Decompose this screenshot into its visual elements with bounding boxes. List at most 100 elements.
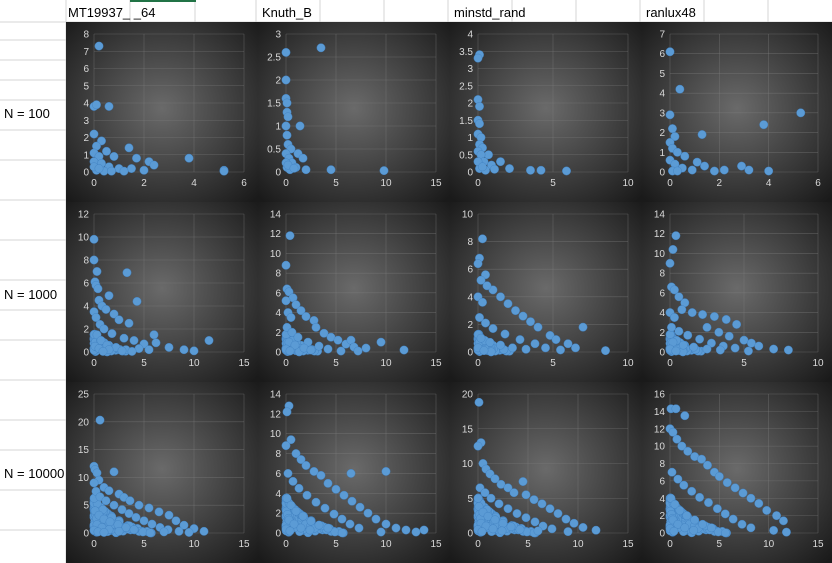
chart-n100-mt19937-64[interactable]: 0 2 4 6 0 1 2 3 4 5 6 7 8 — [66, 22, 258, 202]
scatter-point — [286, 435, 296, 445]
scatter-point — [281, 75, 291, 85]
column-header-knuth-b[interactable]: Knuth_B — [262, 5, 312, 20]
scatter-point — [481, 318, 490, 328]
scatter-point — [703, 460, 712, 470]
chart-n1000-mt19937-64[interactable]: 0 5 10 15 0 2 4 6 8 10 12 — [66, 202, 258, 382]
scatter-point — [154, 507, 164, 517]
row-label-n100[interactable]: N = 100 — [4, 106, 50, 121]
scatter-point — [281, 296, 291, 306]
x-tick-label: 10 — [622, 358, 634, 369]
scatter-point — [721, 528, 730, 538]
scatter-point — [779, 516, 788, 526]
scatter-point — [306, 516, 316, 526]
scatter-point — [682, 511, 692, 521]
chart-n10000-ranlux48[interactable]: 0 5 10 15 0 2 4 6 8 10 12 14 16 — [642, 382, 832, 563]
y-tick-label: 12 — [270, 409, 282, 420]
scatter-point — [744, 346, 753, 356]
scatter-point — [737, 161, 746, 171]
chart-n1000-knuth-b[interactable]: 0 5 10 15 0 2 4 6 8 10 12 14 — [258, 202, 450, 382]
y-tick-label: 5 — [83, 501, 89, 512]
scatter-point — [714, 327, 724, 337]
y-tick-label: 4 — [467, 30, 473, 41]
scatter-point — [744, 165, 754, 175]
row-label-n1000[interactable]: N = 1000 — [4, 287, 58, 302]
chart-svg: 0 5 10 15 0 2 4 6 8 10 12 14 16 — [642, 382, 832, 563]
column-header-ranlux48[interactable]: ranlux48 — [646, 5, 696, 20]
scatter-point — [671, 231, 681, 241]
x-tick-label: 5 — [525, 539, 531, 550]
scatter-point — [480, 488, 490, 498]
scatter-point — [697, 130, 707, 139]
x-tick-label: 0 — [91, 539, 97, 550]
scatter-point — [376, 527, 386, 537]
y-tick-label: 7 — [659, 30, 665, 41]
x-tick-label: 0 — [91, 358, 97, 369]
y-tick-label: 6 — [83, 279, 89, 290]
chart-n10000-knuth-b[interactable]: 0 5 10 15 0 2 4 6 8 10 12 14 — [258, 382, 450, 563]
chart-n100-knuth-b[interactable]: 0 5 10 15 0 0.5 1 1.5 2 2.5 3 — [258, 22, 450, 202]
row-label-n10000[interactable]: N = 10000 — [4, 466, 65, 481]
scatter-point — [500, 329, 510, 339]
scatter-point — [282, 98, 292, 108]
scatter-point — [399, 345, 409, 355]
scatter-point — [478, 234, 487, 244]
scatter-point — [496, 157, 505, 167]
y-tick-label: 3 — [83, 116, 89, 127]
column-header-minstd-rand[interactable]: minstd_rand — [454, 5, 526, 20]
column-header-mt19937-64[interactable]: MT19937_ _64 — [68, 5, 156, 20]
scatter-point — [117, 346, 127, 356]
chart-n10000-minstd-rand[interactable]: 0 5 10 15 0 5 10 15 20 — [450, 382, 642, 563]
y-tick-label: 2 — [83, 325, 89, 336]
y-tick-label: 4 — [659, 89, 665, 100]
scatter-point — [714, 472, 724, 481]
scatter-point — [497, 526, 507, 536]
scatter-point — [145, 528, 155, 538]
y-tick-label: 1.5 — [459, 116, 473, 127]
scatter-point — [721, 315, 731, 324]
y-tick-label: 3 — [659, 108, 665, 119]
scatter-point — [336, 346, 346, 356]
scatter-point — [687, 486, 697, 496]
scatter-point — [728, 514, 738, 524]
scatter-point — [690, 515, 700, 525]
scatter-point — [381, 519, 391, 529]
x-tick-label: 10 — [188, 539, 200, 550]
scatter-point — [530, 517, 540, 527]
scatter-point — [298, 153, 308, 163]
chart-n10000-mt19937-64[interactable]: 0 5 10 15 0 5 10 15 20 25 — [66, 382, 258, 563]
y-tick-label: 2 — [83, 133, 89, 144]
scatter-point — [474, 397, 484, 407]
chart-n100-minstd-rand[interactable]: 0 5 10 0 0.5 1 1.5 2 2.5 3 3.5 4 — [450, 22, 642, 202]
scatter-point — [668, 124, 677, 134]
chart-n1000-ranlux48[interactable]: 0 5 10 0 2 4 6 8 10 12 14 — [642, 202, 832, 382]
chart-n100-ranlux48[interactable]: 0 2 4 6 0 1 2 3 4 5 6 7 — [642, 22, 832, 202]
y-tick-label: 10 — [78, 473, 90, 484]
chart-n1000-minstd-rand[interactable]: 0 5 10 0 2 4 6 8 10 — [450, 202, 642, 382]
scatter-point — [291, 300, 301, 310]
scatter-point — [127, 347, 137, 356]
scatter-point — [759, 120, 769, 130]
scatter-point — [354, 523, 364, 533]
scatter-point — [724, 331, 734, 341]
scatter-point — [475, 313, 484, 322]
x-tick-label: 10 — [380, 539, 392, 550]
chart-svg: 0 5 10 15 0 5 10 15 20 — [450, 382, 642, 563]
scatter-point — [746, 493, 756, 503]
scatter-point — [674, 292, 684, 302]
x-tick-label: 10 — [380, 178, 392, 189]
x-tick-label: 0 — [667, 178, 673, 189]
scatter-point — [121, 523, 131, 532]
scatter-point — [689, 342, 699, 352]
scatter-point — [331, 484, 341, 494]
scatter-point — [503, 483, 513, 493]
scatter-point — [89, 234, 99, 244]
y-tick-label: 2 — [467, 320, 473, 331]
scatter-point — [687, 165, 697, 175]
scatter-point — [171, 516, 181, 526]
y-tick-label: 1 — [83, 150, 89, 161]
x-tick-label: 6 — [241, 178, 247, 189]
y-tick-label: 0 — [83, 168, 89, 179]
scatter-point — [490, 515, 500, 525]
scatter-point — [477, 527, 487, 537]
scatter-point — [732, 320, 742, 329]
